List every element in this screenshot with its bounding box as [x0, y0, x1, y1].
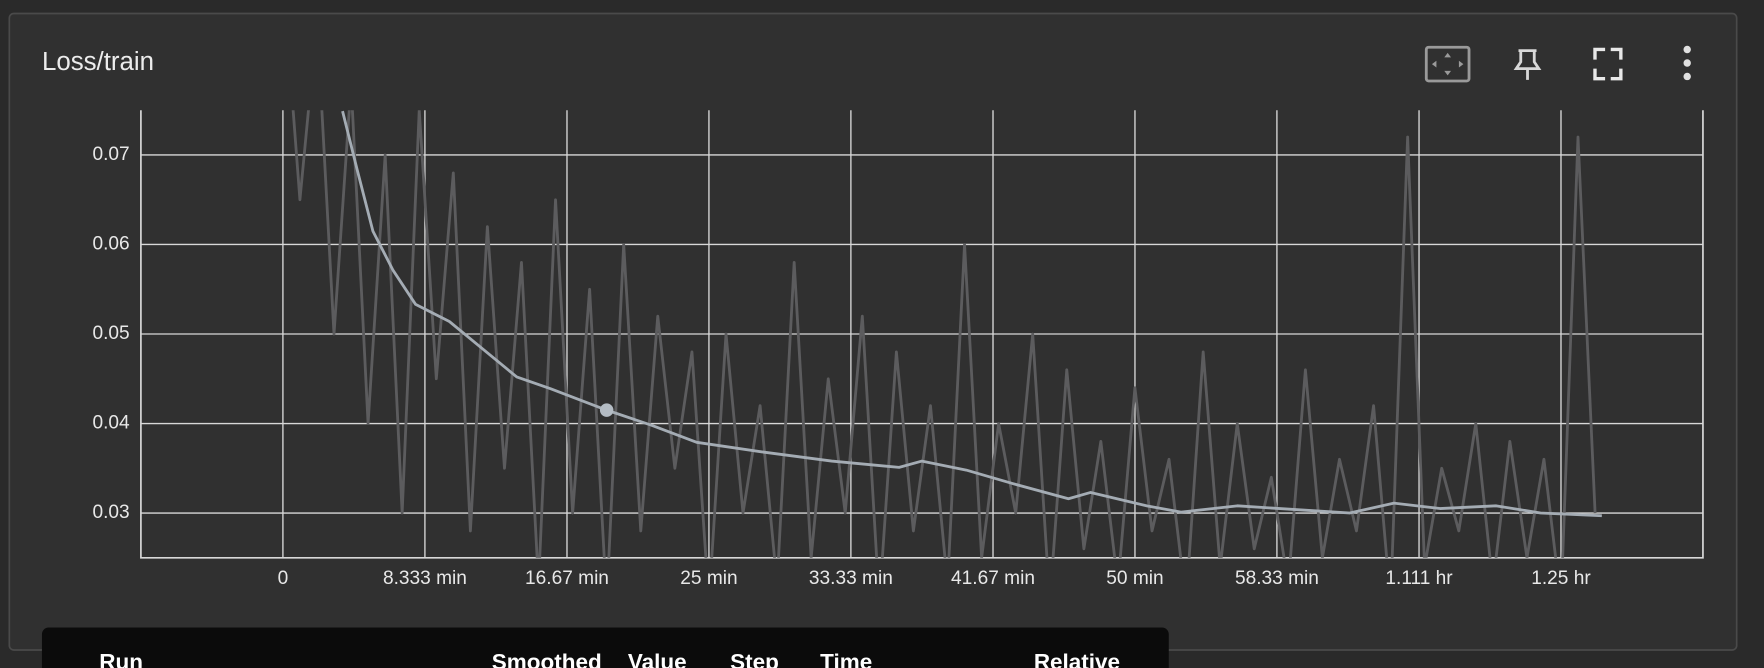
hover-point: [599, 403, 614, 417]
y-tick-label: 0.05: [92, 323, 129, 344]
x-tick-label: 8.333 min: [383, 568, 467, 589]
chart: 0.03 0.04 0.05 0.06 0.07 0 8.333 min 16.67 min 2…: [92, 110, 1704, 589]
x-tick-label: 0: [278, 568, 289, 589]
card-title: Loss/train: [42, 48, 154, 76]
column-header: Time: [820, 649, 872, 668]
smoothed-line: [341, 110, 1602, 518]
table-background: [41, 627, 1169, 668]
raw-line: [291, 110, 1597, 558]
run-table: Run Smoothed Value Step Time Relative: [41, 627, 1169, 668]
column-header: Smoothed: [492, 649, 602, 668]
column-header: Relative: [1034, 649, 1120, 668]
column-header: Value: [628, 649, 687, 668]
y-tick-label: 0.06: [92, 234, 129, 255]
x-tick-label: 1.25 hr: [1531, 568, 1591, 589]
pin-button[interactable]: [1513, 49, 1542, 80]
y-tick-label: 0.04: [92, 413, 130, 434]
card: [8, 12, 1738, 651]
x-tick-label: 50 min: [1106, 568, 1163, 589]
more-menu-button[interactable]: [1683, 45, 1691, 81]
x-tick-label: 41.67 min: [951, 568, 1035, 589]
x-tick-label: 16.67 min: [525, 568, 609, 589]
column-header: Step: [730, 649, 779, 668]
x-tick-label: 25 min: [680, 568, 737, 589]
x-tick-label: 1.111 hr: [1385, 568, 1453, 589]
table-header: Run Smoothed Value Step Time Relative: [99, 649, 1120, 668]
x-tick-label: 33.33 min: [809, 568, 893, 589]
column-header: Run: [99, 649, 143, 668]
y-tick-label: 0.03: [92, 502, 129, 523]
x-tick-label: 58.33 min: [1235, 568, 1319, 589]
plot-frame: [140, 110, 1704, 559]
plot-area: [291, 110, 1602, 558]
fit-domain-button[interactable]: [1424, 45, 1471, 83]
y-tick-label: 0.07: [92, 144, 129, 165]
fullscreen-button[interactable]: [1593, 47, 1623, 81]
